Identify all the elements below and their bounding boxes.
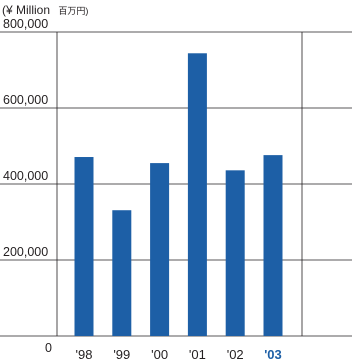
y-tick-label-2: 400,000	[3, 169, 48, 183]
y-tick-label-4: 0	[45, 341, 52, 355]
y-tick-label-1: 600,000	[3, 93, 48, 107]
unit-label: (¥ Million 百万円)	[2, 3, 88, 17]
x-tick-label-03: '03	[264, 347, 282, 362]
bars	[74, 53, 283, 336]
bar-02	[225, 170, 245, 336]
x-tick-label-00: '00	[151, 347, 168, 362]
y-tick-label-3: 200,000	[3, 245, 48, 259]
bar-98	[74, 157, 94, 336]
bar-03	[263, 155, 283, 336]
x-tick-labels: '98 '99 '00 '01 '02 '03	[76, 347, 282, 362]
bar-00	[150, 163, 170, 336]
x-tick-label-02: '02	[227, 347, 244, 362]
unit-label-en: (¥ Million	[2, 3, 50, 17]
bar-01	[187, 53, 207, 336]
bar-99	[112, 210, 132, 336]
unit-label-jp: 百万円)	[58, 6, 88, 16]
y-tick-labels: 800,000 600,000 400,000 200,000 0	[3, 17, 52, 355]
x-tick-label-99: '99	[113, 347, 130, 362]
x-tick-label-98: '98	[76, 347, 93, 362]
grid-lines	[0, 31, 352, 337]
x-tick-label-01: '01	[189, 347, 206, 362]
y-tick-label-0: 800,000	[3, 17, 48, 31]
